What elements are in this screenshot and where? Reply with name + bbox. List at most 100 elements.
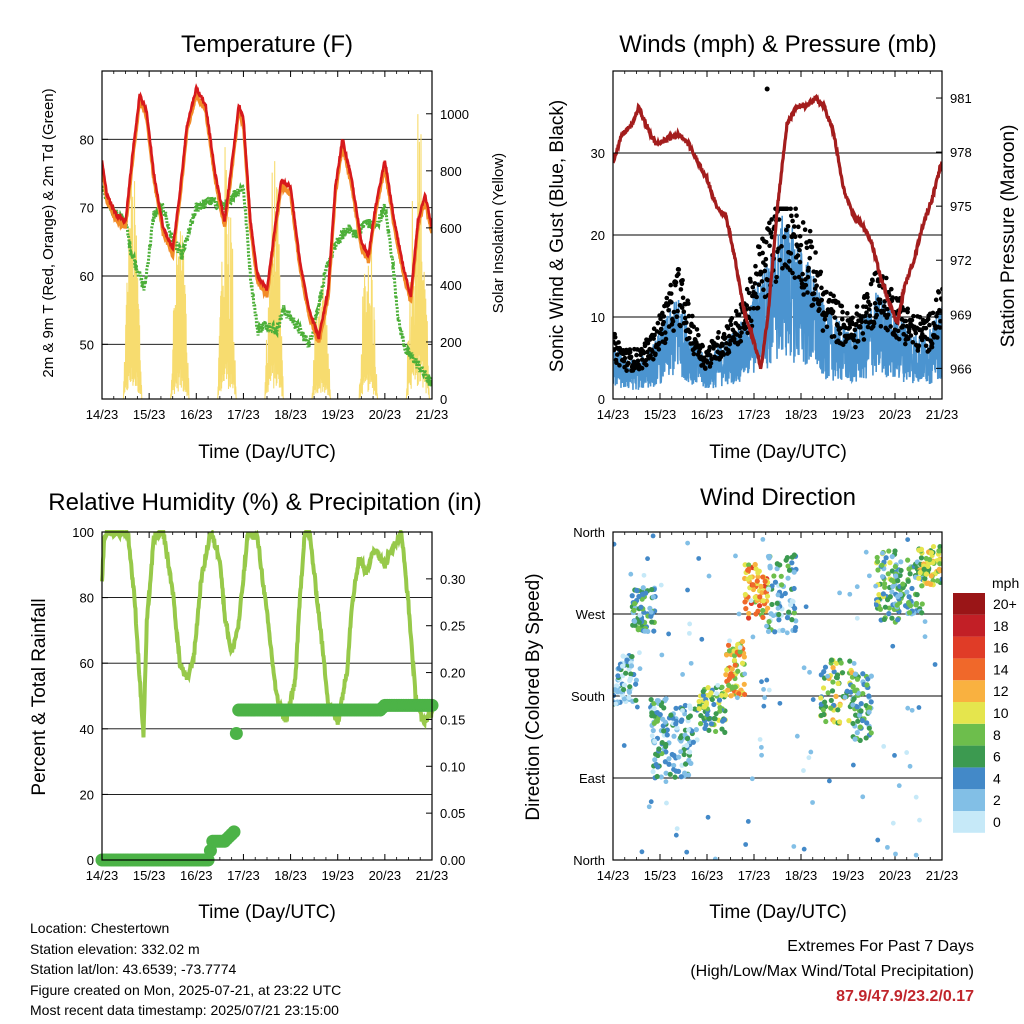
y2-tick-label: 972: [950, 253, 972, 268]
gust-point: [763, 263, 768, 268]
legend-label: 4: [993, 770, 1001, 786]
gust-point: [700, 343, 705, 349]
direction-point: [919, 601, 925, 607]
gust-point: [811, 291, 817, 296]
gust-point: [690, 313, 695, 319]
gust-point: [634, 352, 639, 358]
direction-point: [636, 619, 642, 625]
direction-point: [743, 842, 749, 847]
legend-swatch: [953, 614, 985, 637]
direction-point: [892, 753, 897, 758]
direction-point: [633, 697, 639, 703]
direction-point: [825, 690, 831, 696]
extremes-title: Extremes For Past 7 Days: [787, 938, 974, 955]
direction-point: [907, 603, 914, 609]
gust-point: [885, 306, 890, 312]
gust-point: [797, 247, 802, 253]
y-tick-label: 30: [591, 146, 605, 161]
direction-point: [787, 602, 794, 608]
gust-point: [866, 307, 872, 312]
direction-point: [637, 612, 643, 618]
gust-point: [852, 327, 858, 333]
gust-point: [686, 301, 691, 306]
direction-point: [855, 718, 861, 724]
gust-point: [664, 295, 670, 301]
gust-point: [614, 360, 619, 366]
gust-point: [626, 360, 631, 366]
direction-point: [757, 737, 763, 742]
direction-point: [782, 590, 788, 597]
direction-point: [851, 696, 857, 702]
gust-point: [853, 344, 858, 350]
direction-point: [684, 849, 690, 855]
gust-point: [851, 333, 857, 338]
station-elevation: Station elevation: 332.02 m: [30, 940, 200, 957]
gust-point: [911, 313, 916, 319]
direction-point: [673, 721, 679, 727]
direction-point: [628, 663, 635, 669]
gust-point: [797, 233, 803, 239]
gust-point: [673, 280, 679, 285]
direction-point: [881, 744, 887, 749]
direction-point: [807, 669, 812, 675]
temperature-ylabel-left: 2m & 9m T (Red, Orange) & 2m Td (Green): [40, 88, 57, 377]
direction-point: [639, 591, 646, 597]
direction-point: [913, 852, 919, 858]
direction-point: [713, 728, 719, 735]
direction-point: [904, 750, 910, 755]
direction-point: [775, 605, 781, 611]
direction-point: [828, 697, 834, 704]
gust-point: [860, 331, 866, 336]
direction-point: [662, 759, 668, 765]
direction-point: [620, 653, 626, 659]
gust-point: [934, 335, 940, 340]
gust-point: [715, 335, 721, 341]
direction-point: [623, 670, 629, 676]
direction-point: [753, 611, 759, 617]
direction-point: [680, 672, 686, 677]
direction-point: [705, 814, 711, 820]
humidity-ylabel-left: Percent & Total Rainfall: [29, 598, 50, 795]
direction-point: [833, 660, 840, 666]
gust-point: [656, 347, 662, 352]
y-tick-label: 80: [80, 132, 94, 147]
legend-swatch: [953, 789, 985, 811]
y-tick-label: 80: [80, 591, 94, 606]
gust-point: [691, 324, 696, 329]
direction-point: [634, 588, 640, 594]
winds-plot-area: 14/23 15/23 16/23 17/23 18/23 19/23 20/23 21/23…: [591, 70, 972, 422]
direction-point: [725, 687, 731, 693]
direction-point: [745, 819, 751, 824]
direction-point: [753, 566, 759, 572]
y2-tick-label: 0.00: [440, 853, 465, 868]
direction-point: [613, 687, 618, 693]
direction-point: [868, 730, 874, 736]
direction-point: [789, 554, 795, 560]
direction-point: [939, 576, 942, 582]
gust-point: [853, 321, 859, 327]
gust-point: [785, 223, 791, 229]
gust-point: [878, 323, 884, 329]
direction-point: [826, 778, 832, 784]
x-tick-label: 21/23: [416, 407, 449, 422]
direction-point: [760, 598, 766, 604]
direction-point: [750, 634, 756, 640]
x-tick-label: 18/23: [785, 868, 818, 883]
relative-humidity-line: [100, 530, 434, 738]
gust-point: [764, 86, 770, 92]
y2-tick-label: 200: [440, 335, 462, 350]
direction-point: [925, 580, 931, 586]
direction-point: [708, 721, 715, 727]
direction-point: [917, 817, 922, 823]
direction-point: [780, 627, 786, 633]
direction-point: [764, 593, 771, 599]
direction-point: [640, 585, 646, 591]
figure-created: Figure created on Mon, 2025-07-21, at 23…: [30, 981, 342, 998]
y-tick-label: 70: [80, 201, 94, 216]
direction-point: [764, 677, 770, 683]
gust-point: [889, 286, 894, 292]
direction-point: [651, 700, 657, 707]
gust-point: [780, 265, 785, 271]
direction-point: [653, 751, 659, 757]
gust-point: [938, 309, 942, 314]
